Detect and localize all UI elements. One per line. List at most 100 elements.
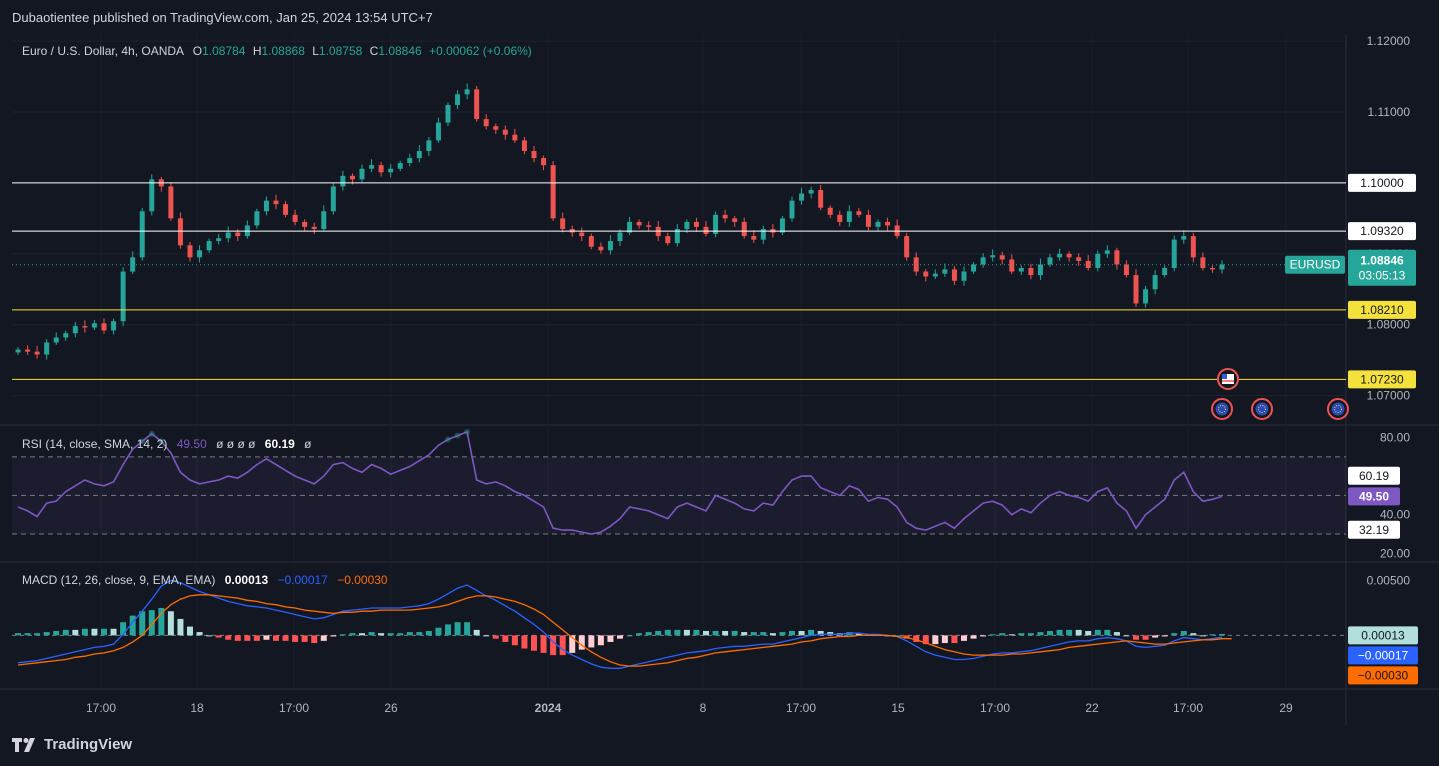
candle-body <box>885 221 891 226</box>
macd-histogram-bar <box>425 630 432 636</box>
candle-body <box>980 257 986 265</box>
candle-body <box>378 165 384 173</box>
macd-value-tag <box>1348 646 1418 665</box>
macd-histogram-bar <box>808 629 815 636</box>
candle-body <box>91 323 97 328</box>
macd-histogram-bar <box>502 635 509 642</box>
candle-body <box>63 333 69 338</box>
last-price-tag <box>1348 249 1416 286</box>
macd-histogram-bar <box>167 611 174 636</box>
macd-histogram-bar <box>645 632 652 636</box>
last-price-label: 1.08846 <box>1360 254 1404 268</box>
chart-svg[interactable]: 1.120001.110001.100001.090001.080001.070… <box>0 34 1439 726</box>
candle-body <box>693 221 699 227</box>
macd-histogram-bar <box>1056 629 1063 636</box>
candle-body <box>15 349 21 353</box>
candle-body <box>25 349 31 352</box>
candle-body <box>588 236 594 247</box>
candle-body <box>416 151 422 159</box>
macd-histogram-bar <box>970 635 977 639</box>
rsi-legend-nulls: ø ø ø ø <box>216 437 256 451</box>
x-tick-label: 17:00 <box>786 701 816 715</box>
candle-body <box>1047 257 1053 265</box>
candle-body <box>1095 253 1101 268</box>
macd-histogram-bar <box>339 634 346 636</box>
macd-histogram-bar <box>34 633 41 636</box>
macd-histogram-bar <box>349 633 356 636</box>
y-tick-label: 1.07000 <box>1367 389 1411 403</box>
candle-body <box>483 119 489 127</box>
x-tick-label: 17:00 <box>1173 701 1203 715</box>
macd-signal-line <box>17 594 1232 667</box>
candle-body <box>359 168 365 180</box>
macd-y-tick-label: 0.00500 <box>1367 574 1411 588</box>
candle-body <box>397 163 403 169</box>
macd-histogram-bar <box>110 628 117 636</box>
macd-histogram-bar <box>1094 629 1101 636</box>
rsi-legend-value: 49.50 <box>176 437 207 451</box>
candle-body <box>779 218 785 233</box>
candle-body <box>349 175 355 180</box>
eu-flag-icon <box>1215 402 1229 416</box>
macd-histogram-bar <box>464 622 471 636</box>
candle-body <box>541 158 547 166</box>
macd-histogram-bar <box>798 630 805 636</box>
eu-flag-icon <box>1331 402 1345 416</box>
symbol-tag-label: EURUSD <box>1290 258 1341 272</box>
candle-body <box>1066 253 1072 258</box>
legend-h-value: 1.08868 <box>261 44 305 58</box>
candle-body <box>369 165 375 169</box>
candle-body <box>646 225 652 227</box>
candle-body <box>1133 275 1139 304</box>
macd-histogram-bar <box>492 635 499 639</box>
macd-histogram-bar <box>1180 630 1187 636</box>
macd-histogram-bar <box>320 635 327 641</box>
candle-body <box>741 221 747 237</box>
rsi-value-label: 49.50 <box>1359 489 1389 503</box>
chart-area[interactable]: 1.120001.110001.100001.090001.080001.070… <box>0 34 1439 726</box>
candle-body <box>101 323 107 331</box>
candle-body <box>951 269 957 281</box>
macd-histogram-bar <box>989 634 996 636</box>
brand-name: TradingView <box>44 736 133 753</box>
rsi-overbought-mark <box>454 432 461 439</box>
candle-body <box>636 221 642 226</box>
macd-histogram-bar <box>282 635 289 641</box>
candle-body <box>627 221 633 233</box>
macd-histogram-bar <box>1199 635 1206 637</box>
macd-histogram-bar <box>703 630 709 636</box>
macd-histogram-bar <box>1123 635 1130 637</box>
eu-flag-icon <box>1218 405 1226 413</box>
candle-body <box>235 232 241 237</box>
macd-histogram-bar <box>187 626 193 636</box>
candle-body <box>1028 268 1034 276</box>
macd-histogram-bar <box>24 633 31 636</box>
macd-histogram-bar <box>473 629 480 636</box>
tradingview-logo[interactable]: TradingView <box>12 736 132 753</box>
macd-histogram-bar <box>636 633 643 636</box>
macd-histogram-bar <box>177 618 184 636</box>
candle-body <box>1190 236 1196 258</box>
legend-o-value: 1.08784 <box>202 44 246 58</box>
macd-histogram-bar <box>855 633 862 636</box>
candle-body <box>1009 259 1015 272</box>
macd-histogram-bar <box>597 635 604 646</box>
candle-body <box>990 255 996 258</box>
macd-histogram-bar <box>607 635 614 642</box>
macd-histogram-bar <box>789 630 795 636</box>
macd-histogram-bar <box>139 611 146 636</box>
macd-histogram-bar <box>91 628 98 636</box>
candle-body <box>321 211 327 229</box>
macd-histogram-bar <box>1104 629 1111 636</box>
macd-histogram-bar <box>951 635 958 644</box>
candle-body <box>722 214 728 219</box>
macd-histogram-bar <box>1209 634 1216 636</box>
candle-body <box>1162 268 1168 276</box>
macd-histogram-bar <box>330 635 337 637</box>
macd-histogram-bar <box>292 635 299 642</box>
macd-histogram-bar <box>941 635 948 644</box>
candle-body <box>1171 239 1177 268</box>
macd-histogram-bar <box>588 635 595 648</box>
candle-body <box>302 221 308 227</box>
x-tick-label: 17:00 <box>86 701 116 715</box>
